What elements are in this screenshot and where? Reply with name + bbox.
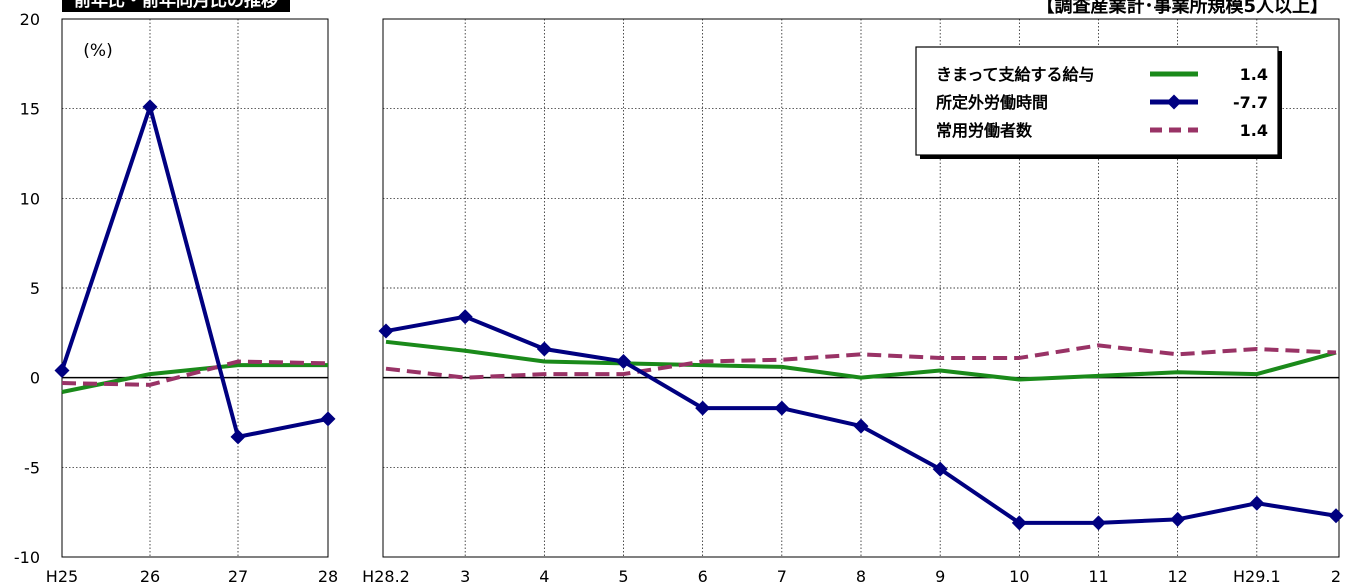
data-point [1011, 515, 1027, 531]
legend-label: きまって支給する給与 [936, 65, 1095, 84]
x-tick-label: 7 [777, 567, 787, 586]
x-tick-label: H25 [46, 567, 78, 586]
x-tick-label: 10 [1009, 567, 1029, 586]
data-point [320, 411, 336, 427]
series-line-annual [61, 359, 329, 387]
x-tick-label: 27 [228, 567, 248, 586]
y-tick-label: 10 [20, 189, 40, 208]
data-point [142, 99, 158, 115]
y-tick-label: 5 [30, 279, 40, 298]
x-tick-label: 3 [460, 567, 470, 586]
data-point [1170, 511, 1186, 527]
x-tick-label: 28 [318, 567, 338, 586]
x-tick-label: 4 [539, 567, 549, 586]
y-tick-label: 15 [20, 100, 40, 119]
legend-label: 常用労働者数 [936, 121, 1033, 140]
y-tick-label: -10 [14, 548, 40, 567]
data-point [54, 362, 70, 378]
y-tick-label: 0 [30, 369, 40, 388]
x-tick-label: 6 [698, 567, 708, 586]
data-point [774, 400, 790, 416]
legend-marker [1166, 94, 1182, 110]
series-line-annual [60, 104, 329, 439]
legend-value: 1.4 [1240, 65, 1268, 84]
data-point [457, 309, 473, 325]
x-tick-label: 9 [935, 567, 945, 586]
data-point [378, 323, 394, 339]
y-tick-label: -5 [24, 458, 40, 477]
series-line-monthly [385, 343, 1337, 380]
survey-scope-label: 【調査産業計･事業所規模5人以上】 [1036, 0, 1328, 17]
data-point [1249, 495, 1265, 511]
x-tick-label: 5 [618, 567, 628, 586]
data-point [1091, 515, 1106, 531]
data-point [853, 418, 869, 434]
data-point [536, 341, 552, 357]
data-point [616, 354, 631, 370]
series-line-monthly [385, 339, 1337, 382]
data-point [695, 400, 711, 416]
x-tick-label: 2 [1331, 567, 1341, 586]
x-tick-label: H28.2 [362, 567, 410, 586]
legend-box [915, 46, 1279, 156]
x-tick-label: 11 [1088, 567, 1108, 586]
legend-value: -7.7 [1233, 93, 1268, 112]
legend-value: 1.4 [1240, 121, 1268, 140]
data-point [1328, 508, 1344, 524]
x-tick-label: 8 [856, 567, 866, 586]
x-tick-label: 12 [1167, 567, 1187, 586]
x-tick-label: 26 [140, 567, 160, 586]
data-point [230, 429, 246, 445]
series-line-annual [61, 363, 328, 394]
legend-label: 所定外労働時間 [936, 93, 1048, 112]
x-tick-label: H29.1 [1233, 567, 1281, 586]
chart-banner-title: 前年比・前年同月比の推移 [62, 0, 290, 12]
data-point [932, 461, 948, 477]
unit-label: (%) [83, 41, 112, 61]
y-tick-label: 20 [20, 10, 40, 29]
